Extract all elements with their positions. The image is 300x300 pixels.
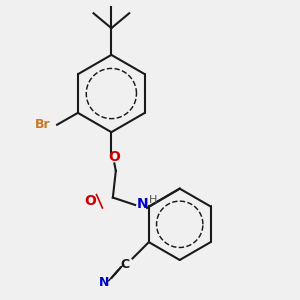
Text: N: N: [137, 196, 148, 211]
Text: O: O: [108, 150, 120, 164]
Text: Br: Br: [34, 118, 50, 131]
Text: O: O: [85, 194, 97, 208]
Text: H: H: [149, 195, 157, 205]
Text: C: C: [121, 258, 130, 271]
Text: N: N: [99, 276, 110, 289]
